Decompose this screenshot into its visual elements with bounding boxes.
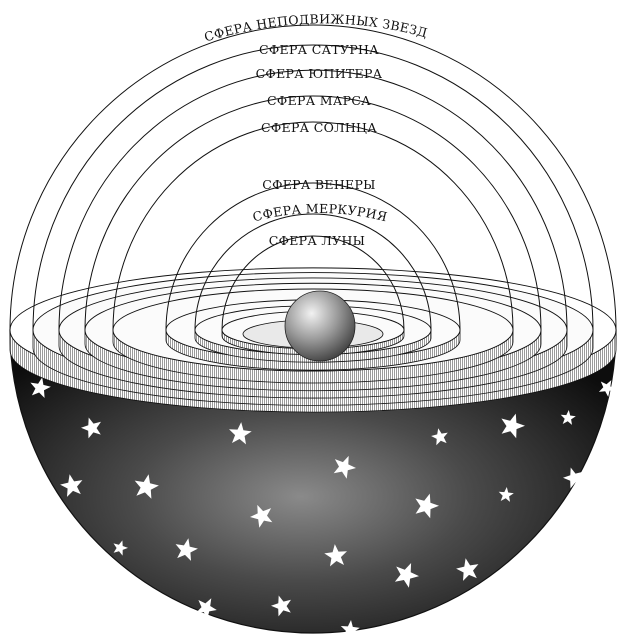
star-icon <box>324 544 347 567</box>
star-icon <box>333 455 356 479</box>
earth-globe <box>284 290 356 362</box>
star-icon <box>60 474 83 497</box>
star-icon <box>175 538 198 561</box>
star-icon <box>563 467 583 489</box>
label-jupiter: СФЕРА ЮПИТЕРА <box>256 66 383 81</box>
star-icon <box>250 504 273 528</box>
star-icon <box>498 487 514 502</box>
star-icon <box>598 380 616 397</box>
label-moon: СФЕРА ЛУНЫ <box>269 233 366 248</box>
star-icon <box>340 620 360 639</box>
star-icon <box>431 428 448 446</box>
sphere-arc <box>221 235 405 331</box>
starry-hemisphere <box>9 329 617 639</box>
hemisphere-shell <box>9 329 617 634</box>
sphere-arc <box>112 121 514 331</box>
star-icon <box>113 540 128 556</box>
sphere-arc <box>84 95 542 331</box>
label-mars: СФЕРА МАРСА <box>267 93 371 108</box>
sphere-arc <box>58 69 568 331</box>
sphere-arc <box>9 24 617 331</box>
star-icon <box>271 595 291 617</box>
star-icon <box>134 474 159 499</box>
star-icon <box>415 493 439 519</box>
sphere-arc <box>165 182 461 331</box>
sphere-arc <box>32 44 594 331</box>
label-saturn: СФЕРА САТУРНА <box>259 42 379 57</box>
star-icon <box>30 377 51 398</box>
star-icon <box>560 410 576 425</box>
label-fixed-stars: СФЕРА НЕПОДВИЖНЫХ ЗВЕЗД <box>202 11 429 44</box>
label-venus: СФЕРА ВЕНЕРЫ <box>262 177 376 192</box>
star-icon <box>394 563 419 588</box>
sphere-labels: СФЕРА НЕПОДВИЖНЫХ ЗВЕЗД СФЕРА САТУРНА СФ… <box>202 11 429 248</box>
sphere-arc <box>194 213 432 331</box>
star-icon <box>81 417 101 439</box>
earth-icon <box>284 290 356 362</box>
star-icon <box>501 413 525 439</box>
star-icon <box>229 422 252 445</box>
star-icon <box>533 542 552 562</box>
star-icon <box>196 598 217 619</box>
sphere-arcs <box>9 24 617 331</box>
label-sun: СФЕРА СОЛНЦА <box>261 120 377 135</box>
star-icon <box>456 558 479 581</box>
